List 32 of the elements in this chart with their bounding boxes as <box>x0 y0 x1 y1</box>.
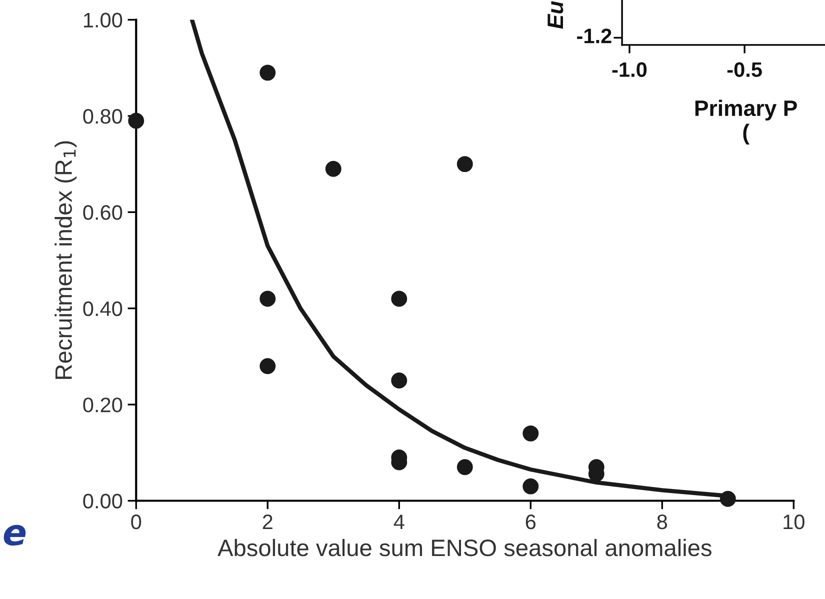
y-tick-label: 1.00 <box>84 12 122 28</box>
y-tick-label: 0.40 <box>83 301 122 316</box>
y-tick-label: 0.20 <box>83 398 122 412</box>
point <box>260 64 276 81</box>
annotation: -1.0 <box>612 62 647 77</box>
point <box>391 372 408 388</box>
text: Primary P ( <box>695 100 797 144</box>
point <box>128 112 144 129</box>
point <box>522 478 539 494</box>
point <box>720 490 736 507</box>
x-axis-title: Absolute value sum ENSO seasonal anomalies <box>218 538 712 556</box>
point <box>391 290 408 307</box>
x-tick-label: 6 <box>526 514 536 530</box>
point <box>260 358 276 374</box>
y-tick-label: 0.60 <box>83 205 122 220</box>
x-tick-label: 8 <box>657 514 668 530</box>
point <box>456 156 473 172</box>
annotation: -0.5 <box>727 62 762 77</box>
x-tick-label: 0 <box>131 514 142 530</box>
point <box>522 425 539 442</box>
annotation: -1.2 <box>577 28 612 44</box>
text: e <box>4 524 26 546</box>
x-tick-label: 10 <box>784 514 804 530</box>
text: Eu <box>548 1 564 29</box>
x-tick-label: 2 <box>262 514 272 530</box>
point <box>456 459 473 476</box>
y-tick-label: 0.00 <box>83 494 122 509</box>
point <box>260 290 276 307</box>
y-tick-label: 0.80 <box>83 108 122 124</box>
point <box>325 160 342 177</box>
y-axis-title: Recruitment index (R$_{1}$) <box>54 141 77 379</box>
x-tick-label: 4 <box>394 514 404 530</box>
